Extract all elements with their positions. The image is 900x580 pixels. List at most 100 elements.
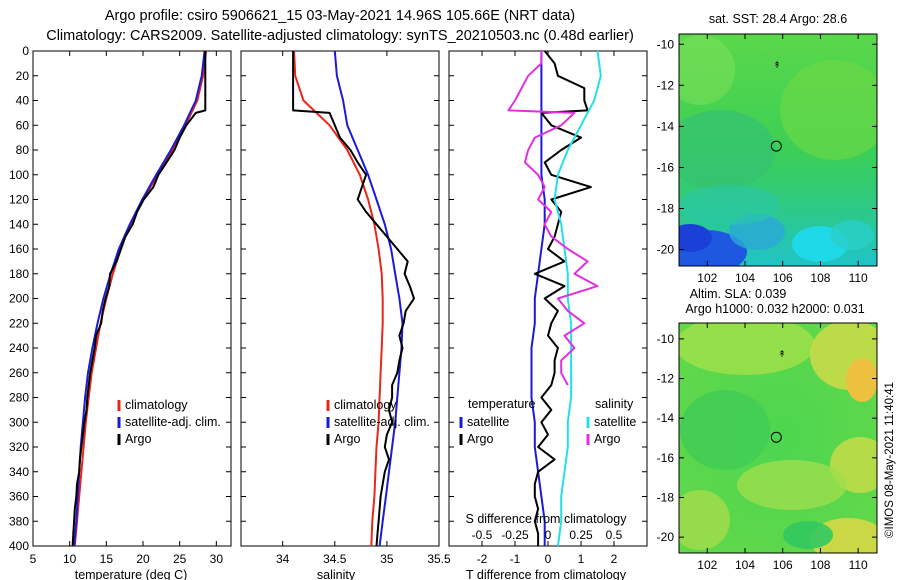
depth-tick-label: 100	[9, 168, 29, 182]
s-difference-tick-label: -0.25	[501, 528, 529, 542]
depth-tick-label: 120	[9, 193, 29, 207]
depth-tick-label: 340	[9, 465, 29, 479]
temperature-axis-label: temperature (deg C)	[75, 568, 188, 580]
depth-tick-label: 180	[9, 267, 29, 281]
lat-tick-label: -18	[657, 490, 675, 504]
lon-tick-label: 102	[697, 558, 717, 572]
depth-tick-label: 300	[9, 415, 29, 429]
sst-map-frame	[678, 33, 878, 267]
sla-map-subtitle: Argo h1000: 0.032 h2000: 0.031	[685, 302, 864, 316]
depth-tick-label: 140	[9, 217, 29, 231]
series-line-satellite-adj-clim-	[333, 51, 404, 546]
depth-tick-label: 160	[9, 242, 29, 256]
lat-tick-label: -20	[657, 530, 675, 544]
legend-label-argo: Argo	[125, 432, 151, 446]
sst-track-dot: ↟	[773, 60, 781, 70]
x-tick-label: 35	[380, 552, 394, 566]
depth-tick-label: 280	[9, 391, 29, 405]
difference-plot-frame	[448, 50, 648, 547]
lon-tick-label: 108	[810, 271, 830, 285]
salinity-panel: 34 34.5 35 35.5 salinity climatology satell…	[240, 50, 451, 580]
lat-tick-label: -12	[657, 78, 675, 92]
lon-tick-label: 110	[849, 271, 868, 285]
depth-tick-label: 200	[9, 292, 29, 306]
depth-tick-label: 220	[9, 316, 29, 330]
sst-map-ticks: 102 104 106 108 110 -10 -12 -14 -16 -18 -20	[657, 34, 877, 285]
sla-map-title: Altim. SLA: 0.039	[690, 287, 787, 301]
legend-label-climatology: climatology	[334, 398, 397, 412]
temperature-series	[71, 51, 208, 546]
lon-tick-label: 104	[735, 271, 755, 285]
lat-tick-label: -14	[657, 119, 675, 133]
salinity-plot-frame	[240, 50, 440, 547]
legend-title-temperature: temperature	[468, 397, 535, 411]
legend-label-temp-satellite: satellite	[467, 415, 509, 429]
lat-tick-label: -12	[657, 372, 675, 386]
lon-tick-label: 102	[697, 271, 717, 285]
header-title: Argo profile: csiro 5906621_15 03-May-20…	[105, 8, 575, 24]
sst-map-title: sat. SST: 28.4 Argo: 28.6	[709, 12, 847, 26]
lon-tick-label: 106	[773, 271, 793, 285]
s-difference-tick-label: 0	[545, 528, 552, 542]
difference-panel: -2 -1 0 1 2 T difference from climatology S …	[448, 50, 648, 580]
imos-watermark: ©IMOS 08-May-2021 11:40:41	[884, 382, 896, 538]
lat-tick-label: -20	[657, 243, 675, 257]
sla-heatmap	[679, 323, 877, 553]
difference-series	[507, 51, 602, 546]
legend-label-argo: Argo	[334, 432, 360, 446]
x-tick-label: 2	[611, 552, 618, 566]
legend-label-sal-argo: Argo	[594, 432, 620, 446]
series-line-salinity-argo	[507, 51, 599, 386]
x-tick-label: 30	[210, 552, 224, 566]
s-difference-tick-label: 0.25	[569, 528, 593, 542]
legend-label-satellite: satellite-adj. clim.	[334, 415, 430, 429]
x-tick-label: -2	[477, 552, 488, 566]
legend-title-salinity: salinity	[595, 397, 634, 411]
lat-tick-label: -16	[657, 160, 675, 174]
temperature-plot-frame	[32, 50, 232, 547]
depth-tick-label: 80	[16, 143, 30, 157]
x-tick-label: 5	[30, 552, 37, 566]
lon-tick-label: 106	[773, 558, 793, 572]
lon-tick-label: 104	[735, 558, 755, 572]
depth-tick-label: 320	[9, 440, 29, 454]
salinity-difference-title: S difference from climatology	[466, 512, 628, 526]
salinity-difference-ticks: -0.5 -0.25 0 0.25 0.5	[472, 528, 623, 542]
temperature-panel: 0 20 40 60 80 100 120 140 160 180 200 220 240 260 280 3…	[9, 44, 232, 580]
x-tick-label: 0	[545, 552, 552, 566]
depth-tick-label: 360	[9, 490, 29, 504]
lat-tick-label: -14	[657, 411, 675, 425]
series-line-temperature-argo	[533, 51, 592, 546]
depth-tick-label: 0	[22, 44, 29, 58]
depth-axis-ticks: 0 20 40 60 80 100 120 140 160 180 200 220 240 260 280 3…	[9, 44, 231, 553]
salinity-legend: climatology satellite-adj. clim. Argo	[326, 398, 430, 446]
series-line-argo	[292, 51, 415, 546]
lat-tick-label: -18	[657, 202, 675, 216]
legend-label-satellite: satellite-adj. clim.	[125, 415, 221, 429]
sla-track-dot: ↟	[778, 349, 786, 359]
x-tick-label: 34.5	[323, 552, 347, 566]
sla-map-frame	[678, 322, 878, 554]
depth-tick-label: 60	[16, 118, 30, 132]
x-tick-label: 10	[63, 552, 77, 566]
depth-tick-label: 240	[9, 341, 29, 355]
sst-profile-marker	[770, 140, 782, 152]
sst-heatmap	[679, 34, 877, 266]
s-difference-tick-label: -0.5	[472, 528, 493, 542]
legend-label-sal-satellite: satellite	[594, 415, 636, 429]
series-line-salinity-satellite	[553, 51, 602, 546]
x-tick-label: 1	[578, 552, 585, 566]
temperature-legend: climatology satellite-adj. clim. Argo	[117, 398, 221, 446]
series-line-argo	[71, 51, 207, 546]
series-line-climatology	[293, 51, 384, 546]
difference-axis-ticks: -2 -1 0 1 2	[477, 51, 618, 566]
header-subtitle: Climatology: CARS2009. Satellite-adjuste…	[46, 28, 634, 44]
lat-tick-label: -10	[657, 37, 675, 51]
depth-tick-label: 20	[16, 69, 30, 83]
sla-map-panel: Altim. SLA: 0.039 Argo h1000: 0.032 h200…	[657, 287, 878, 572]
salinity-axis-label: salinity	[317, 568, 356, 580]
x-tick-label: 25	[173, 552, 187, 566]
salinity-series	[292, 51, 415, 546]
difference-depth-ticks	[449, 50, 647, 547]
